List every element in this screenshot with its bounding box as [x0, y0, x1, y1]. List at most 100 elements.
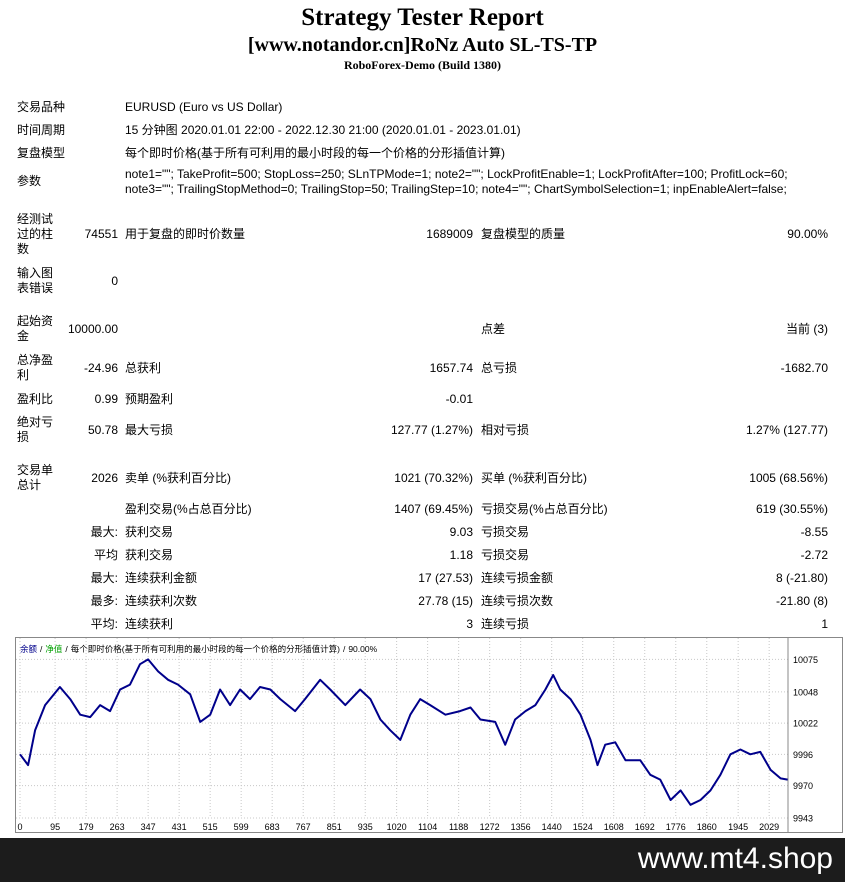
- x-tick-label: 2029: [759, 822, 779, 832]
- x-tick-label: 935: [358, 822, 373, 832]
- legend-note: 每个即时价格(基于所有可利用的最小时段的每一个价格的分形插值计算): [71, 644, 340, 654]
- x-tick-label: 0: [17, 822, 22, 832]
- result-label: 总亏损: [481, 361, 518, 375]
- x-tick-label: 1272: [480, 822, 500, 832]
- result-value: 3: [466, 617, 473, 631]
- server: RoboForex-Demo (Build 1380): [343, 58, 502, 72]
- setting-label: 时间周期: [17, 123, 66, 137]
- y-tick-label: 10075: [793, 655, 818, 665]
- result-label: 总净盈利: [17, 353, 54, 382]
- setting-value: 15 分钟图 2020.01.01 22:00 - 2022.12.30 21:…: [125, 123, 521, 137]
- result-label: 经测试过的柱数: [17, 211, 54, 256]
- result-value: 9.03: [449, 525, 473, 539]
- result-label: 买单 (%获利百分比): [481, 471, 587, 485]
- result-label: 最大亏损: [125, 423, 174, 437]
- result-label: 复盘模型的质量: [481, 227, 566, 241]
- banner: www.mt4.shop: [0, 838, 845, 882]
- result-value: -24.96: [83, 361, 118, 375]
- result-value: 平均:: [90, 617, 118, 631]
- result-value: 1657.74: [429, 361, 473, 375]
- result-label: 点差: [481, 322, 506, 336]
- result-value: 619 (30.55%): [755, 502, 828, 516]
- balance-line: [19, 658, 788, 806]
- result-value: 最大:: [90, 525, 118, 539]
- result-value: 最多:: [90, 594, 118, 608]
- y-tick-label: 9970: [793, 781, 813, 791]
- legend-entry: 净值: [45, 644, 63, 654]
- x-tick-label: 1776: [666, 822, 686, 832]
- result-label: 用于复盘的即时价数量: [125, 227, 246, 241]
- result-label: 起始资金: [17, 314, 54, 343]
- setting-label: 复盘模型: [17, 146, 66, 160]
- result-value: 0: [111, 274, 118, 288]
- result-value: 1021 (70.32%): [394, 471, 473, 485]
- setting-value: note3=""; TrailingStopMethod=0; Trailing…: [125, 182, 787, 196]
- result-value: 1407 (69.45%): [394, 502, 473, 516]
- result-value: 2026: [91, 471, 118, 485]
- x-tick-label: 95: [50, 822, 60, 832]
- legend-entry: 余额: [20, 644, 38, 654]
- x-tick-label: 179: [79, 822, 94, 832]
- chart-frame: [15, 637, 843, 833]
- x-tick-label: 1020: [387, 822, 407, 832]
- x-tick-label: 1524: [573, 822, 593, 832]
- legend-separator: /: [65, 644, 68, 654]
- result-value: 1.18: [449, 548, 473, 562]
- x-tick-label: 1692: [635, 822, 655, 832]
- result-value: 1.27% (127.77): [745, 423, 828, 437]
- result-label: 连续亏损次数: [481, 594, 554, 608]
- result-value: 50.78: [87, 423, 118, 437]
- result-label: 连续获利金额: [125, 571, 198, 585]
- result-value: -1682.70: [780, 361, 828, 375]
- result-label: 输入图表错误: [17, 266, 54, 295]
- setting-value: note1=""; TakeProfit=500; StopLoss=250; …: [125, 167, 788, 181]
- banner-text: www.mt4.shop: [637, 842, 833, 875]
- result-value: 平均: [93, 548, 118, 562]
- result-label: 交易单总计: [17, 463, 54, 492]
- result-value: 74551: [84, 227, 118, 241]
- result-label: 预期盈利: [125, 392, 174, 406]
- result-label: 绝对亏损: [17, 415, 54, 444]
- result-label: 获利交易: [125, 525, 174, 539]
- result-value: 当前 (3): [785, 322, 828, 336]
- x-tick-label: 347: [141, 822, 156, 832]
- x-tick-label: 1188: [449, 822, 468, 832]
- result-label: 连续获利: [125, 617, 174, 631]
- setting-label: 交易品种: [17, 100, 66, 114]
- y-tick-label: 9996: [793, 750, 813, 760]
- result-value: 127.77 (1.27%): [390, 423, 473, 437]
- report-title: Strategy Tester Report: [301, 4, 544, 31]
- x-tick-label: 1608: [604, 822, 624, 832]
- x-tick-label: 599: [234, 822, 249, 832]
- x-tick-label: 1860: [697, 822, 717, 832]
- result-label: 盈利交易(%占总百分比): [125, 502, 252, 516]
- result-label: 亏损交易(%占总百分比): [481, 502, 608, 516]
- y-tick-label: 10022: [793, 719, 818, 729]
- setting-label: 参数: [17, 174, 42, 188]
- report-subtitle: [www.notandor.cn]RoNz Auto SL-TS-TP: [247, 34, 598, 56]
- x-tick-label: 263: [110, 822, 125, 832]
- x-tick-label: 515: [203, 822, 218, 832]
- result-label: 获利交易: [125, 548, 174, 562]
- result-label: 连续亏损: [481, 617, 530, 631]
- result-value: 10000.00: [67, 322, 118, 336]
- x-tick-label: 683: [265, 822, 280, 832]
- result-value: -2.72: [800, 548, 828, 562]
- legend-quality: 90.00%: [348, 644, 377, 654]
- result-value: 最大:: [90, 571, 118, 585]
- result-value: 17 (27.53): [418, 571, 473, 585]
- legend: 余额 / 净值 / 每个即时价格(基于所有可利用的最小时段的每一个价格的分形插值计算) /…: [20, 644, 378, 654]
- y-tick-label: 10048: [793, 687, 818, 697]
- x-tick-label: 1945: [728, 822, 748, 832]
- x-tick-label: 767: [296, 822, 311, 832]
- setting-value: 每个即时价格(基于所有可利用的最小时段的每一个价格的分形插值计算): [125, 146, 505, 160]
- result-value: 90.00%: [787, 227, 828, 241]
- x-tick-label: 1104: [418, 822, 437, 832]
- result-label: 盈利比: [17, 391, 54, 406]
- result-label: 连续亏损金额: [481, 571, 554, 585]
- result-label: 总获利: [125, 361, 162, 375]
- result-label: 连续获利次数: [125, 594, 198, 608]
- result-value: 27.78 (15): [418, 594, 473, 608]
- result-label: 亏损交易: [481, 548, 530, 562]
- result-label: 亏损交易: [481, 525, 530, 539]
